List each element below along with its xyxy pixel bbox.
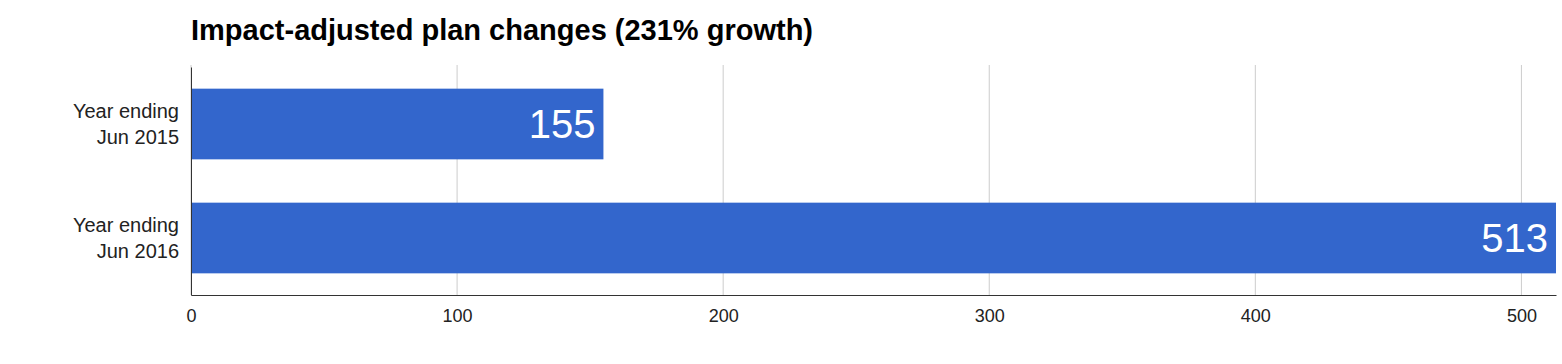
data-labels: 155 513 — [529, 102, 1548, 260]
x-tick: 300 — [975, 295, 1005, 326]
category-label: Year ending Jun 2016 — [73, 214, 179, 262]
x-tick-label: 200 — [709, 306, 739, 326]
bar — [191, 89, 603, 160]
x-tick: 100 — [443, 295, 473, 326]
x-axis: 0 100 200 300 400 500 — [186, 295, 1556, 326]
y-axis — [191, 68, 193, 296]
x-tick-label: 0 — [186, 306, 196, 326]
y-axis-line — [191, 68, 192, 296]
x-tick-label: 300 — [975, 306, 1005, 326]
bars — [191, 89, 1556, 274]
category-label: Year ending Jun 2015 — [73, 100, 179, 148]
grid-line — [191, 65, 192, 295]
x-tick-label: 400 — [1241, 306, 1271, 326]
category-label-line: Jun 2016 — [97, 240, 179, 262]
x-axis-line — [192, 295, 1557, 296]
x-tick: 500 — [1507, 295, 1537, 326]
chart: Impact-adjusted plan changes (231% growt… — [0, 0, 1562, 364]
category-label-line: Year ending — [73, 214, 179, 236]
x-tick: 200 — [709, 295, 739, 326]
category-label-line: Year ending — [73, 100, 179, 122]
x-tick: 400 — [1241, 295, 1271, 326]
x-tick: 0 — [186, 295, 196, 326]
bar — [191, 203, 1556, 274]
x-tick-label: 100 — [443, 306, 473, 326]
category-labels: Year ending Jun 2015 Year ending Jun 2016 — [73, 100, 179, 262]
data-label: 155 — [529, 102, 596, 146]
data-label: 513 — [1481, 216, 1548, 260]
x-tick-label: 500 — [1507, 306, 1537, 326]
category-label-line: Jun 2015 — [97, 126, 179, 148]
title: Impact-adjusted plan changes (231% growt… — [191, 14, 813, 46]
